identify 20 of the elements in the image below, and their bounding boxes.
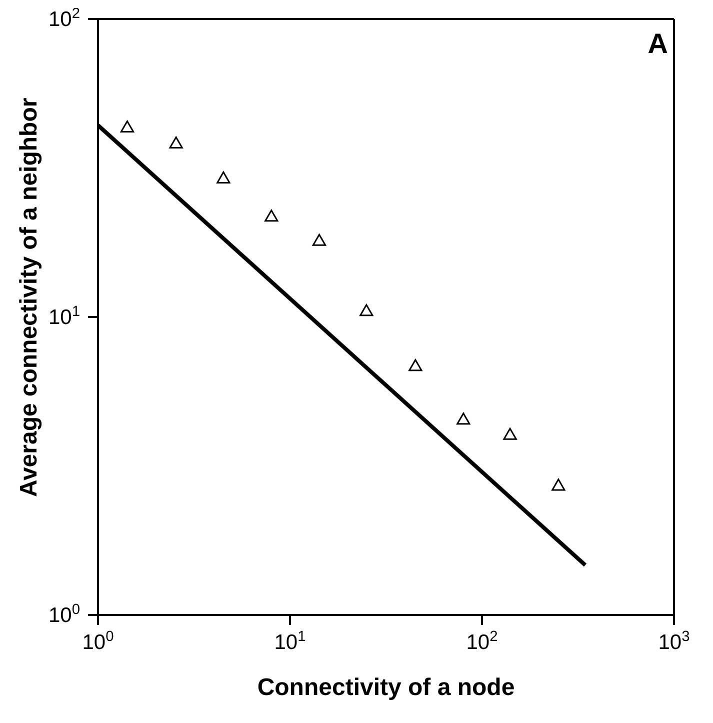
x-tick-label: 10$^{3}$ (658, 629, 690, 654)
point (312, 234, 326, 246)
y-tick-label: 10$^{0}$ (48, 602, 80, 627)
annotation: A (648, 28, 668, 59)
x-tick-label: 10$^{1}$ (274, 629, 306, 654)
point (120, 120, 134, 132)
point (503, 428, 517, 440)
point (360, 304, 374, 316)
point (169, 136, 183, 148)
y-tick-label: 10$^{2}$ (48, 6, 80, 31)
point (408, 359, 422, 372)
x-tick-label: 10$^{2}$ (466, 629, 498, 654)
point (264, 210, 278, 222)
point (216, 171, 230, 184)
y-axis-title: Average connectivity of a neighbor (16, 98, 43, 497)
y-tick-label: 10$^{1}$ (48, 304, 80, 329)
x-axis-title: Connectivity of a node (257, 674, 515, 701)
x-tick-label: 10$^{0}$ (82, 629, 114, 654)
point (456, 412, 470, 425)
point (552, 478, 566, 491)
